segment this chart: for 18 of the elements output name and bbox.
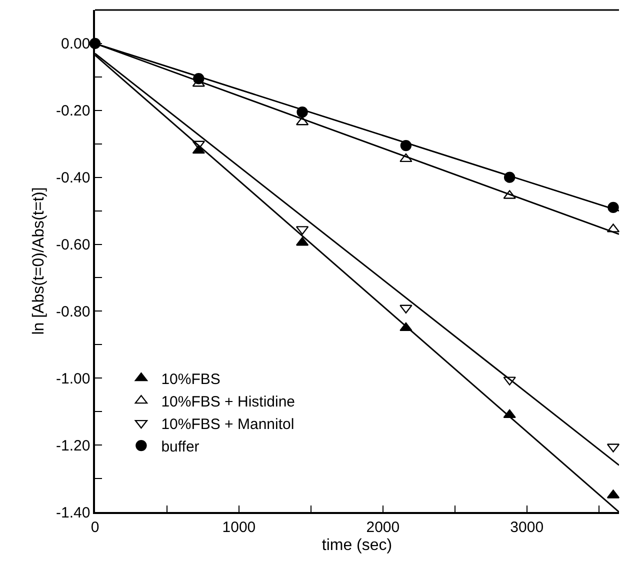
x-tick-label: 0	[90, 518, 100, 536]
legend-label: 10%FBS	[161, 370, 220, 388]
y-tick-label: -0.40	[56, 170, 90, 187]
y-tick-label: -1.20	[56, 437, 90, 454]
x-tick-label: 2000	[366, 518, 400, 536]
x-tick-label: 1000	[222, 518, 256, 536]
y-tick-label: 0.00	[61, 36, 90, 53]
x-tick-label: 3000	[510, 518, 544, 536]
y-tick-label: -1.40	[56, 504, 90, 522]
y-tick-label: -0.20	[56, 102, 90, 120]
legend-label: 10%FBS + Histidine	[161, 393, 296, 410]
y-tick-label: -0.60	[56, 236, 90, 254]
y-tick-label: -0.80	[56, 303, 90, 320]
legend-label: buffer	[161, 438, 200, 456]
x-axis-title: time (sec)	[322, 536, 392, 554]
y-axis-title: ln [Abs(t=0)/Abs(t=t)]	[30, 187, 48, 335]
legend-label: 10%FBS + Mannitol	[161, 416, 294, 433]
y-tick-label: -1.00	[56, 370, 90, 388]
